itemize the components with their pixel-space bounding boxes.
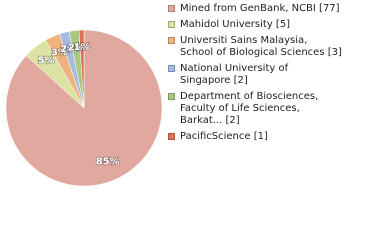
legend-swatch: [168, 133, 175, 140]
legend-label: Department of Biosciences, Faculty of Li…: [180, 91, 319, 126]
legend-swatch: [168, 37, 175, 44]
legend-swatch: [168, 93, 175, 100]
slice-label: 5%: [38, 55, 55, 66]
pie: 85% 5%3%2%2%1%: [5, 29, 163, 187]
legend-swatch: [168, 5, 175, 12]
legend-swatch: [168, 21, 175, 28]
pie-slice: [78, 29, 85, 109]
slice-label: 2%: [60, 44, 77, 55]
legend-label: Mined from GenBank, NCBI [77]: [180, 3, 340, 14]
slice-label: 2%: [68, 43, 85, 54]
slice-label: 3%: [51, 47, 68, 58]
pie-slice: [5, 29, 163, 187]
legend-label: National University of Singapore [2]: [180, 63, 289, 86]
legend-label: PacificScience [1]: [180, 131, 268, 142]
legend-label: Universiti Sains Malaysia, School of Bio…: [180, 35, 342, 58]
legend-swatch: [168, 65, 175, 72]
slice-label: 85%: [96, 156, 120, 167]
slice-label: 1%: [74, 42, 91, 53]
legend-label: Mahidol University [5]: [180, 19, 291, 30]
